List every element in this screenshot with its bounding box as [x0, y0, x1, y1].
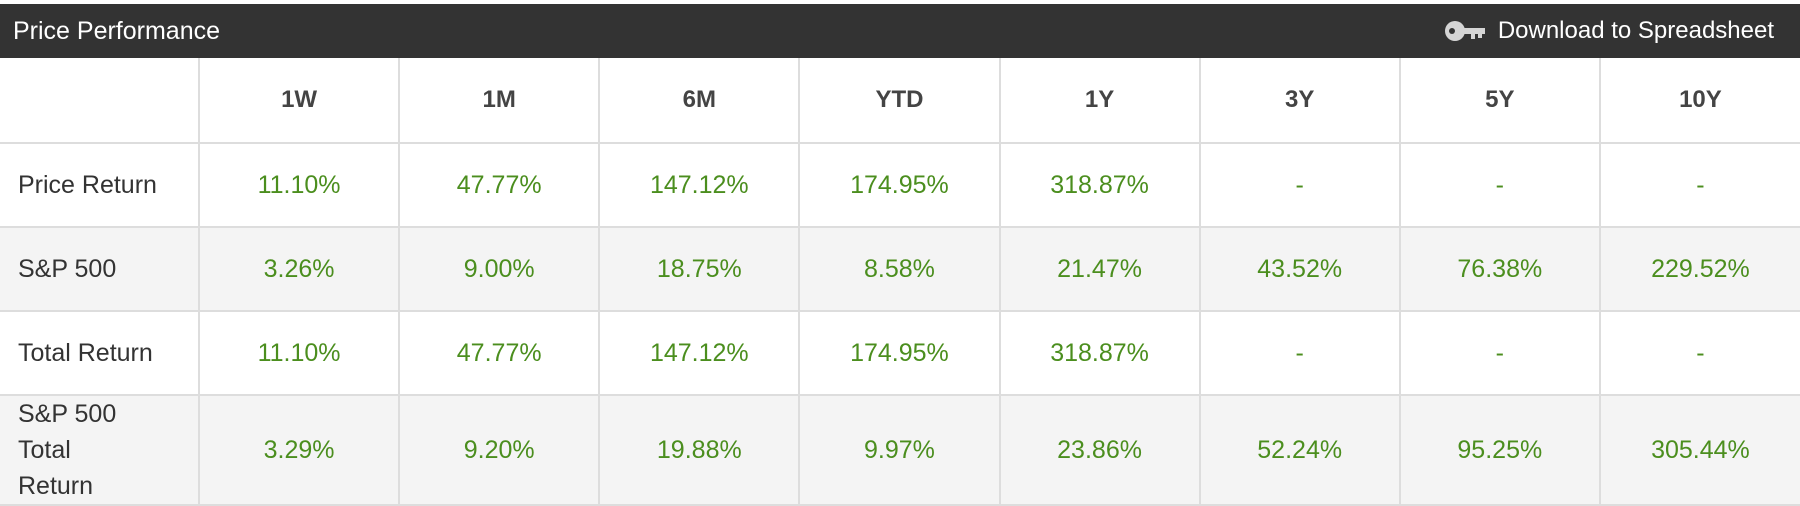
- column-header-3y: 3Y: [1199, 58, 1401, 144]
- table-cell: 9.97%: [799, 395, 1001, 506]
- column-header-10y: 10Y: [1599, 58, 1800, 144]
- table-cell: 174.95%: [799, 311, 1001, 396]
- table-cell: 305.44%: [1599, 395, 1800, 506]
- table-cell: 21.47%: [999, 227, 1201, 312]
- table-row: S&P 500 Total Return 3.29% 9.20% 19.88% …: [0, 395, 1800, 506]
- table-cell: -: [1599, 143, 1800, 228]
- table-cell: 18.75%: [599, 227, 801, 312]
- table-cell: 9.20%: [399, 395, 601, 506]
- table-cell: 11.10%: [199, 143, 401, 228]
- table-cell: 147.12%: [599, 311, 801, 396]
- column-header-1m: 1M: [399, 58, 601, 144]
- column-header-5y: 5Y: [1399, 58, 1601, 144]
- table-cell: 47.77%: [399, 311, 601, 396]
- row-label: S&P 500: [0, 227, 200, 312]
- widget-title: Price Performance: [13, 16, 221, 45]
- table-cell: 76.38%: [1399, 227, 1601, 312]
- table-cell: -: [1199, 143, 1401, 228]
- table-cell: 318.87%: [999, 311, 1201, 396]
- table-cell: 11.10%: [199, 311, 401, 396]
- download-to-spreadsheet-button[interactable]: Download to Spreadsheet: [1444, 17, 1774, 45]
- table-cell: 3.29%: [199, 395, 401, 506]
- table-cell: 52.24%: [1199, 395, 1401, 506]
- row-label: Total Return: [0, 311, 200, 396]
- table-cell: 8.58%: [799, 227, 1001, 312]
- price-performance-widget: Price Performance Download to Spreadshee…: [0, 4, 1800, 506]
- column-header-1y: 1Y: [999, 58, 1201, 144]
- row-label: S&P 500 Total Return: [0, 395, 200, 506]
- table-row: Price Return 11.10% 47.77% 147.12% 174.9…: [0, 143, 1800, 228]
- download-label: Download to Spreadsheet: [1497, 17, 1774, 44]
- table-cell: 47.77%: [399, 143, 601, 228]
- table-cell: 147.12%: [599, 143, 801, 228]
- table-cell: 229.52%: [1599, 227, 1800, 312]
- table-cell: 174.95%: [799, 143, 1001, 228]
- table-cell: 318.87%: [999, 143, 1201, 228]
- table-row: Total Return 11.10% 47.77% 147.12% 174.9…: [0, 311, 1800, 396]
- table-row: S&P 500 3.26% 9.00% 18.75% 8.58% 21.47% …: [0, 227, 1800, 312]
- table-cell: -: [1399, 311, 1601, 396]
- column-header-6m: 6M: [599, 58, 801, 144]
- row-label: Price Return: [0, 143, 200, 228]
- title-bar: Price Performance Download to Spreadshee…: [0, 4, 1800, 58]
- performance-table: 1W 1M 6M YTD 1Y 3Y 5Y 10Y Price Return 1…: [0, 58, 1800, 506]
- table-cell: 23.86%: [999, 395, 1201, 506]
- column-header-ytd: YTD: [799, 58, 1001, 144]
- table-cell: 3.26%: [199, 227, 401, 312]
- header-row: 1W 1M 6M YTD 1Y 3Y 5Y 10Y: [0, 58, 1800, 144]
- table-cell: 9.00%: [399, 227, 601, 312]
- corner-header-cell: [0, 58, 200, 144]
- table-cell: -: [1599, 311, 1800, 396]
- table-cell: 19.88%: [599, 395, 801, 506]
- table-cell: -: [1399, 143, 1601, 228]
- table-cell: -: [1199, 311, 1401, 396]
- table-cell: 95.25%: [1399, 395, 1601, 506]
- key-icon: [1444, 21, 1485, 41]
- table-cell: 43.52%: [1199, 227, 1401, 312]
- column-header-1w: 1W: [199, 58, 401, 144]
